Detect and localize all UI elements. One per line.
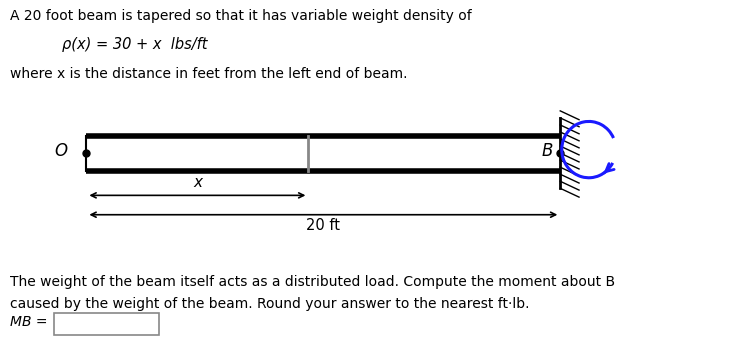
Text: The weight of the beam itself acts as a distributed load. Compute the moment abo: The weight of the beam itself acts as a …	[10, 275, 615, 289]
Bar	[86, 136, 560, 171]
Text: caused by the weight of the beam. Round your answer to the nearest ft·lb.: caused by the weight of the beam. Round …	[10, 297, 529, 312]
Text: A 20 foot beam is tapered so that it has variable weight density of: A 20 foot beam is tapered so that it has…	[10, 9, 472, 23]
Text: where x is the distance in feet from the left end of beam.: where x is the distance in feet from the…	[10, 67, 408, 81]
Text: B: B	[541, 142, 553, 161]
Text: x: x	[193, 175, 202, 190]
Text: MB =: MB =	[10, 315, 47, 329]
Text: 20 ft: 20 ft	[306, 218, 341, 233]
Bar	[54, 313, 159, 335]
Text: ρ(x) = 30 + x  lbs/ft: ρ(x) = 30 + x lbs/ft	[62, 37, 207, 52]
Text: O: O	[55, 142, 68, 161]
